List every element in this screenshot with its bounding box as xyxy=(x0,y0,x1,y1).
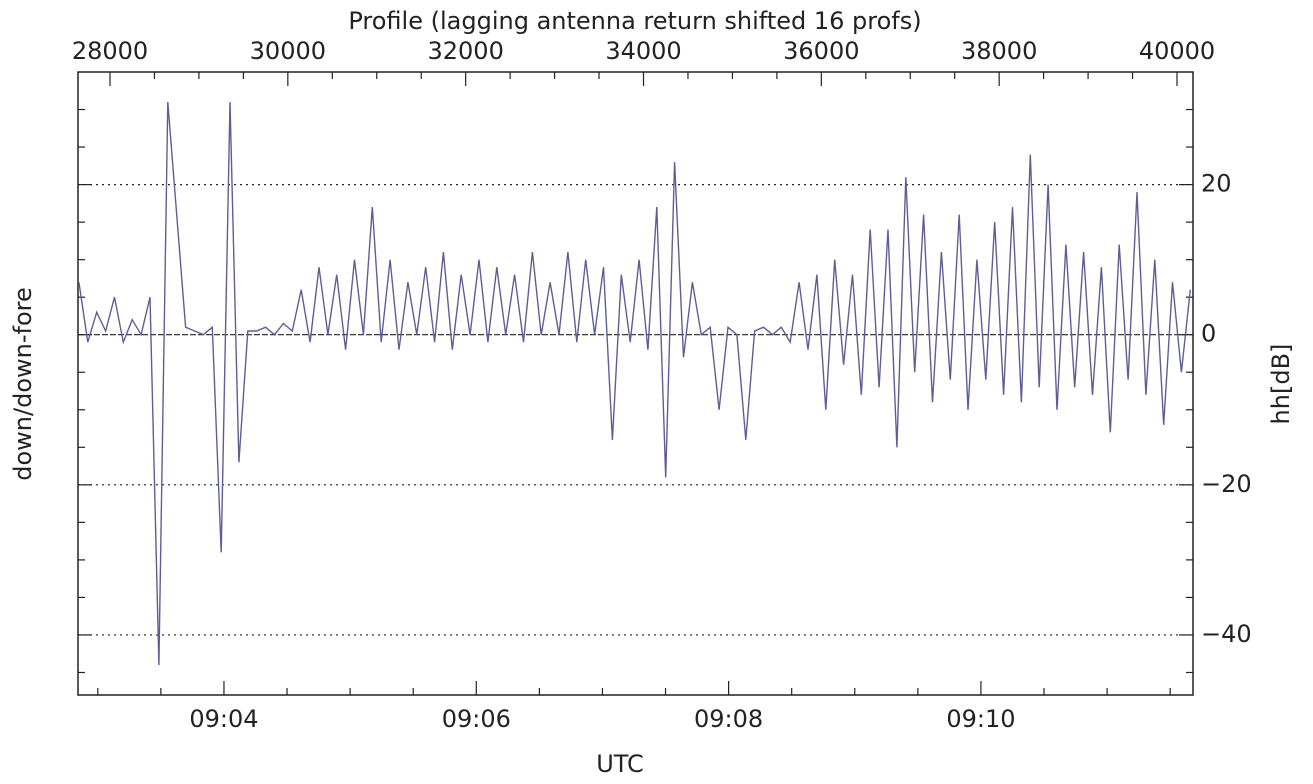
y2-tick-label: 0 xyxy=(1201,320,1216,348)
x-tick-label: 34000 xyxy=(605,37,681,65)
x2-tick-label: 09:04 xyxy=(189,705,258,733)
x-tick-label: 36000 xyxy=(783,37,859,65)
chart-title: Profile (lagging antenna return shifted … xyxy=(348,7,921,35)
y2-tick-label: −20 xyxy=(1201,470,1252,498)
x2-tick-label: 09:06 xyxy=(442,705,511,733)
x-axis-label: UTC xyxy=(596,750,644,778)
data-line xyxy=(78,101,1191,666)
x2-tick-label: 09:10 xyxy=(946,705,1015,733)
x2-tick-label: 09:08 xyxy=(694,705,763,733)
y2-axis-label: hh[dB] xyxy=(1267,344,1295,425)
x-tick-label: 40000 xyxy=(1139,37,1215,65)
y-axis-label: down/down-fore xyxy=(9,287,37,481)
x-tick-label: 28000 xyxy=(72,37,148,65)
x-tick-label: 38000 xyxy=(961,37,1037,65)
x-tick-label: 32000 xyxy=(427,37,503,65)
y2-tick-label: −40 xyxy=(1201,620,1252,648)
y2-tick-label: 20 xyxy=(1201,170,1232,198)
plot-frame xyxy=(77,71,1194,696)
x-tick-label: 30000 xyxy=(250,37,326,65)
